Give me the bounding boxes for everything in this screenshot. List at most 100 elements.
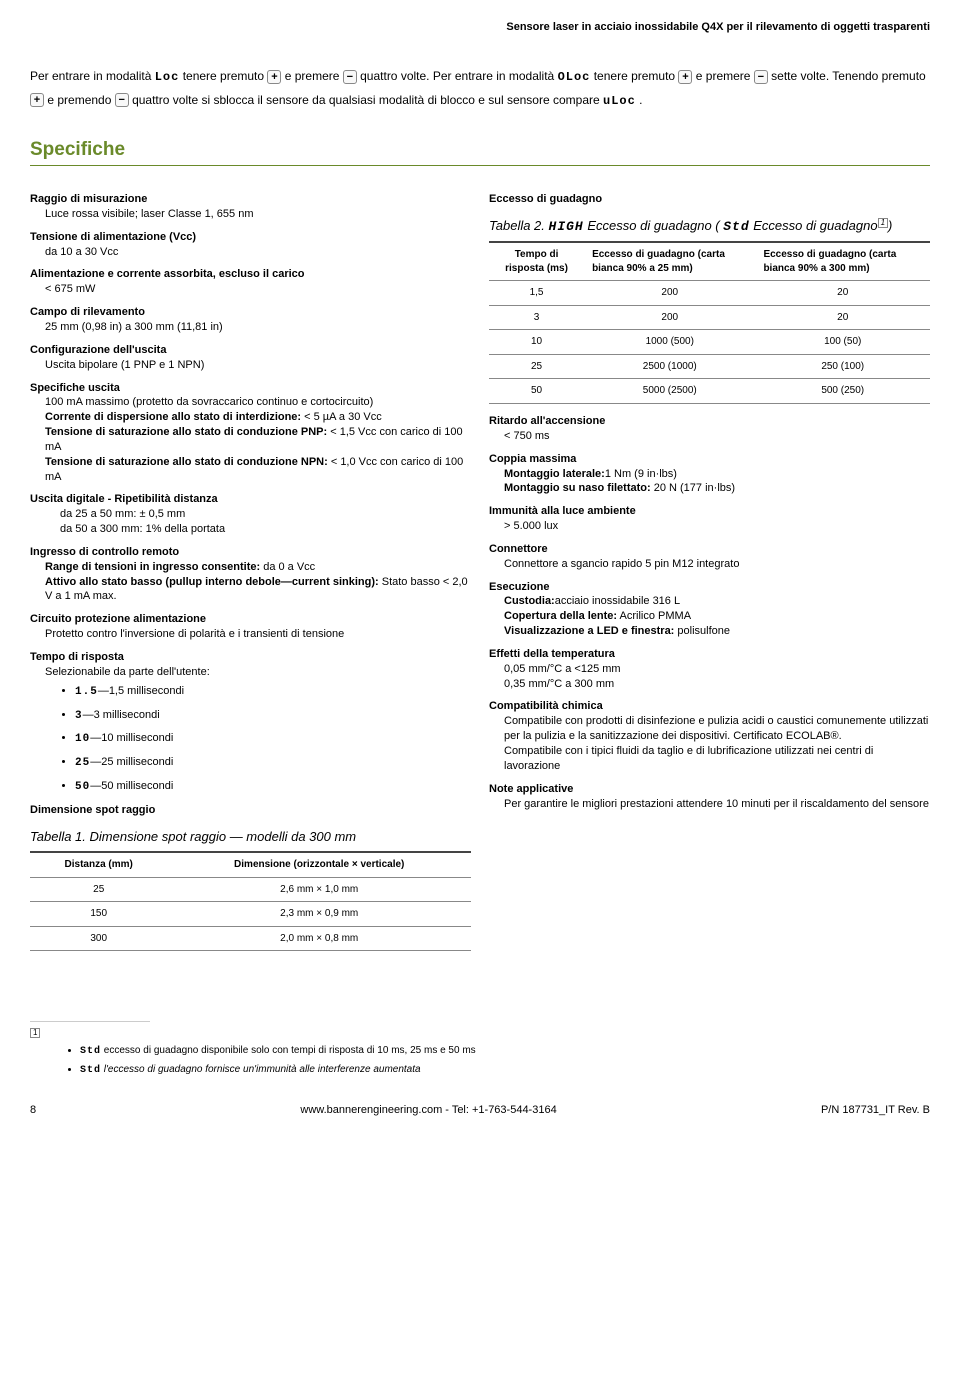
minus-icon: − [115, 93, 129, 107]
txt: sette volte. Tenendo premuto [771, 69, 926, 83]
document-header: Sensore laser in acciaio inossidabile Q4… [30, 20, 930, 35]
response-option: 50—50 millisecondi [75, 779, 471, 795]
lcd-uloc: uLoc [603, 94, 636, 108]
spec-heading: Immunità alla luce ambiente [489, 504, 930, 519]
intro-paragraph: Per entrare in modalità Loc tenere premu… [30, 65, 930, 113]
footer-center: www.bannerengineering.com - Tel: +1-763-… [300, 1103, 556, 1118]
spec-value: da 25 a 50 mm: ± 0,5 mm [60, 507, 471, 522]
option-label: —25 millisecondi [90, 756, 173, 768]
spec-value: Tensione di saturazione allo stato di co… [45, 455, 471, 485]
table-row: 252,6 mm × 1,0 mm [30, 877, 471, 902]
table-row: 3002,0 mm × 0,8 mm [30, 926, 471, 951]
spec-value: < 750 ms [504, 429, 930, 444]
option-label: —50 millisecondi [90, 780, 173, 792]
txt: Per entrare in modalità [30, 69, 155, 83]
table1-spot-size: Distanza (mm) Dimensione (orizzontale × … [30, 851, 471, 951]
spec-value: Range di tensioni in ingresso consentite… [45, 560, 471, 575]
minus-icon: − [754, 70, 768, 84]
footnote-ref-1: 1 [878, 218, 888, 228]
spec-value: Visualizzazione a LED e finestra: polisu… [504, 624, 930, 639]
spec-value: Uscita bipolare (1 PNP e 1 NPN) [45, 358, 471, 373]
spec-value: Compatibile con prodotti di disinfezione… [504, 714, 930, 744]
spec-value: 25 mm (0,98 in) a 300 mm (11,81 in) [45, 320, 471, 335]
cell: 5000 (2500) [584, 379, 755, 404]
lcd-loc: Loc [155, 70, 180, 84]
spec-heading: Esecuzione [489, 580, 930, 595]
spec-value: Corrente di dispersione allo stato di in… [45, 410, 471, 425]
table1-caption: Tabella 1. Dimensione spot raggio — mode… [30, 828, 471, 846]
table-row: 1502,3 mm × 0,9 mm [30, 902, 471, 927]
option-label: —1,5 millisecondi [98, 685, 184, 697]
plus-icon: + [267, 70, 281, 84]
table2-col1: Tempo di risposta (ms) [489, 242, 584, 281]
spec-value: Montaggio su naso filettato: 20 N (177 i… [504, 481, 930, 496]
plus-icon: + [678, 70, 692, 84]
spec-heading: Configurazione dell'uscita [30, 343, 471, 358]
lcd-value: 1.5 [75, 686, 98, 698]
txt: e premere [696, 69, 754, 83]
txt: quattro volte si sblocca il sensore da q… [132, 93, 603, 107]
spec-heading: Ingresso di controllo remoto [30, 545, 471, 560]
footnotes: 1 Std eccesso di guadagno disponibile so… [30, 1021, 930, 1077]
option-label: —3 millisecondi [83, 709, 160, 721]
table-row: 252500 (1000)250 (100) [489, 354, 930, 379]
spec-value: Custodia:acciaio inossidabile 316 L [504, 594, 930, 609]
spec-heading: Specifiche uscita [30, 381, 471, 396]
spec-value: Copertura della lente: Acrilico PMMA [504, 609, 930, 624]
cell: 1000 (500) [584, 330, 755, 355]
response-option: 1.5—1,5 millisecondi [75, 684, 471, 700]
table-row: 101000 (500)100 (50) [489, 330, 930, 355]
spec-value: 0,35 mm/°C a 300 mm [504, 677, 930, 692]
spec-heading: Alimentazione e corrente assorbita, escl… [30, 267, 471, 282]
response-option: 25—25 millisecondi [75, 755, 471, 771]
txt: . [639, 93, 642, 107]
table2-col2: Eccesso di guadagno (carta bianca 90% a … [584, 242, 755, 281]
table-row: 505000 (2500)500 (250) [489, 379, 930, 404]
spec-heading: Effetti della temperatura [489, 647, 930, 662]
lcd-value: 10 [75, 733, 90, 745]
spec-heading: Tensione di alimentazione (Vcc) [30, 230, 471, 245]
spec-heading: Circuito protezione alimentazione [30, 612, 471, 627]
cell: 25 [30, 877, 167, 902]
cell: 200 [584, 305, 755, 330]
spec-value: Montaggio laterale:1 Nm (9 in·lbs) [504, 467, 930, 482]
spec-value: 100 mA massimo (protetto da sovraccarico… [45, 395, 471, 410]
spec-heading: Note applicative [489, 782, 930, 797]
right-column: Eccesso di guadagno Tabella 2. HIGH Ecce… [489, 184, 930, 961]
spec-heading: Eccesso di guadagno [489, 192, 930, 207]
txt: e premere [285, 69, 343, 83]
footnote-num-1: 1 [30, 1028, 40, 1038]
txt: quattro volte. Per entrare in modalità [360, 69, 557, 83]
option-label: —10 millisecondi [90, 732, 173, 744]
cell: 50 [489, 379, 584, 404]
lcd-value: 3 [75, 710, 83, 722]
response-option: 3—3 millisecondi [75, 708, 471, 724]
page-number: 8 [30, 1103, 36, 1118]
cell: 2500 (1000) [584, 354, 755, 379]
spec-heading: Compatibilità chimica [489, 699, 930, 714]
table2-excess-gain: Tempo di risposta (ms) Eccesso di guadag… [489, 241, 930, 404]
spec-value: > 5.000 lux [504, 519, 930, 534]
lcd-std: Std [723, 219, 749, 234]
spec-value: Luce rossa visibile; laser Classe 1, 655… [45, 207, 471, 222]
spec-value: da 10 a 30 Vcc [45, 245, 471, 260]
lcd-high: HIGH [549, 219, 584, 234]
footnote-2: Std l'eccesso di guadagno fornisce un'im… [80, 1063, 930, 1078]
response-option: 10—10 millisecondi [75, 731, 471, 747]
spec-heading: Tempo di risposta [30, 650, 471, 665]
lcd-oloc: OLoc [558, 70, 591, 84]
table1-col2: Dimensione (orizzontale × verticale) [167, 852, 471, 877]
spec-heading: Raggio di misurazione [30, 192, 471, 207]
cell: 300 [30, 926, 167, 951]
cell: 150 [30, 902, 167, 927]
spec-value: Selezionabile da parte dell'utente: [45, 665, 471, 680]
spec-columns: Raggio di misurazione Luce rossa visibil… [30, 184, 930, 961]
spec-heading: Connettore [489, 542, 930, 557]
spec-heading: Ritardo all'accensione [489, 414, 930, 429]
table2-col3: Eccesso di guadagno (carta bianca 90% a … [755, 242, 930, 281]
cell: 3 [489, 305, 584, 330]
cell: 20 [755, 305, 930, 330]
spec-heading: Campo di rilevamento [30, 305, 471, 320]
cell: 1,5 [489, 281, 584, 306]
cell: 200 [584, 281, 755, 306]
